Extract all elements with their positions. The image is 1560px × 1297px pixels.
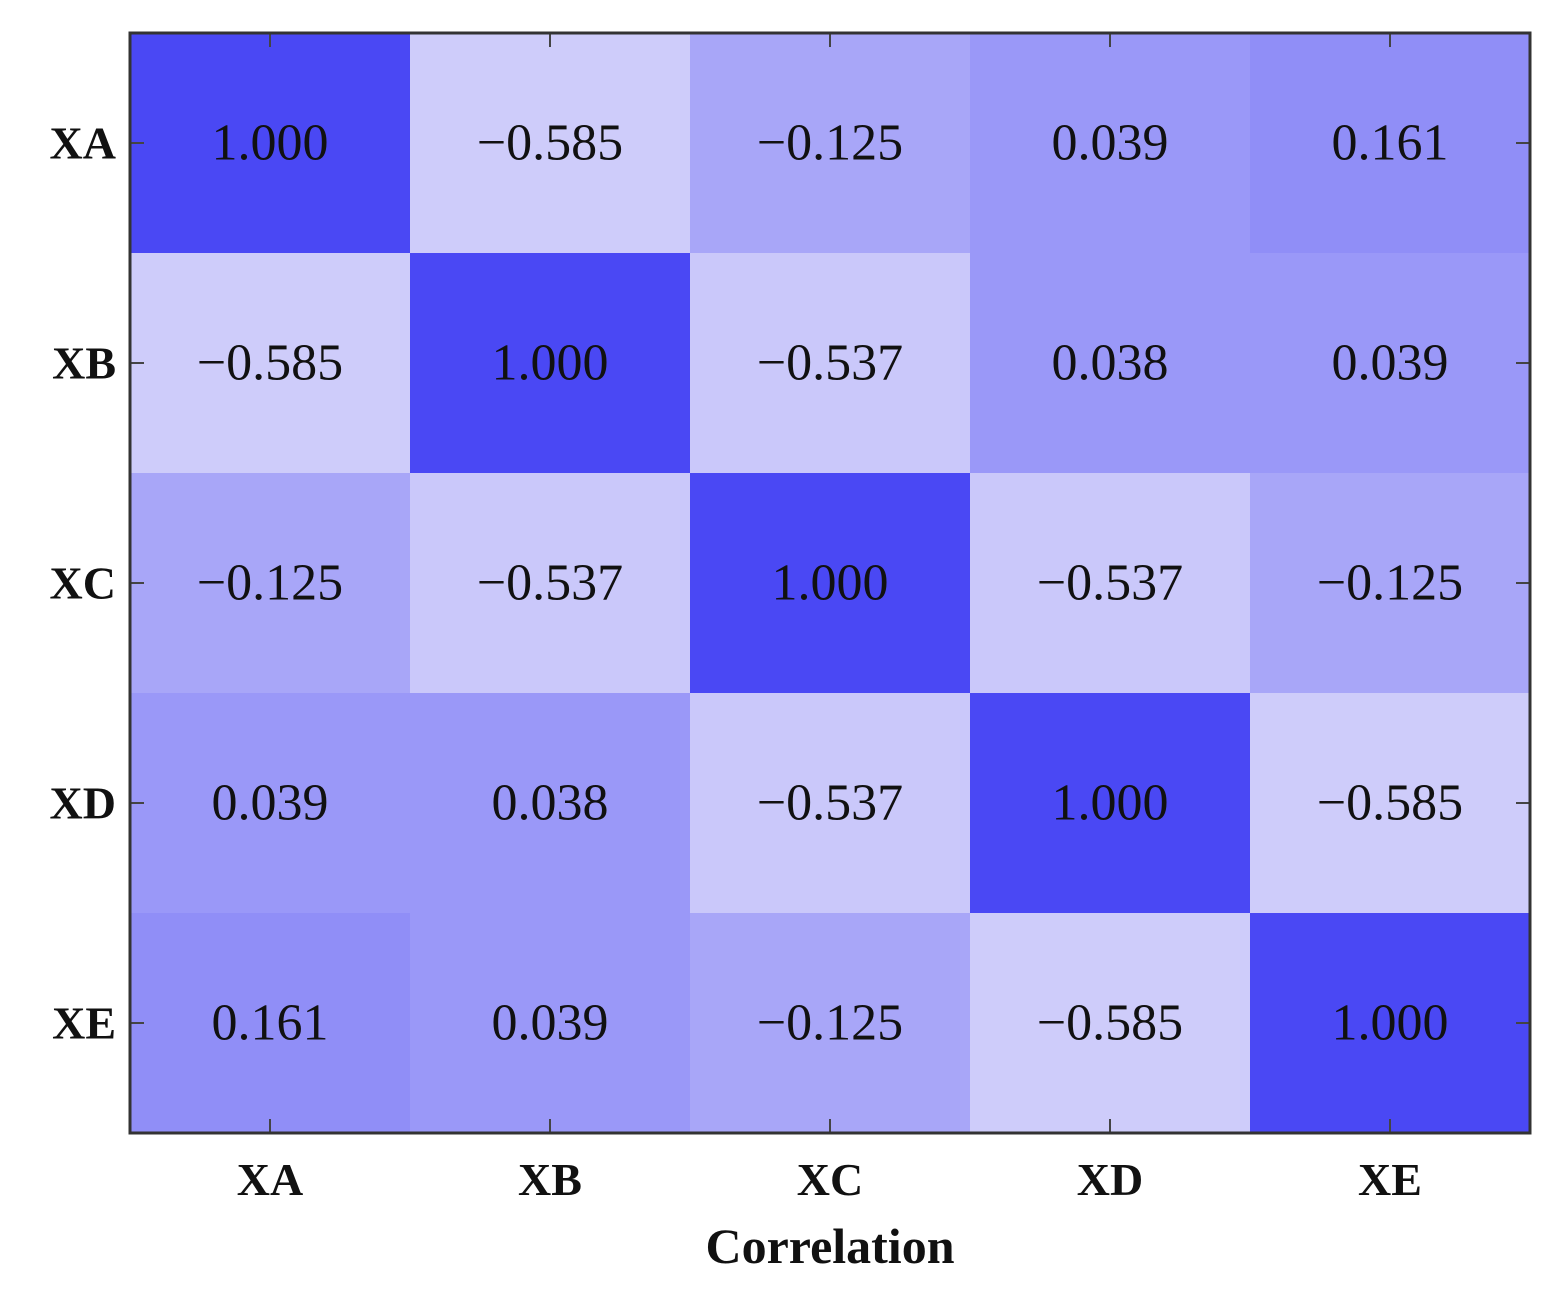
cell-value-xa-xa: 1.000 xyxy=(212,115,329,172)
cell-value-xe-xd: −0.585 xyxy=(1037,995,1183,1052)
x-axis-tick-labels: XA XB XC XD XE xyxy=(237,1154,1422,1205)
heatmap-cell-xe-xd xyxy=(970,913,1251,1134)
heatmap-cell-xb-xa xyxy=(130,253,411,474)
cell-value-xe-xe: 1.000 xyxy=(1332,995,1449,1052)
y-tick-label: XB xyxy=(52,338,116,389)
heatmap-cell-xe-xe xyxy=(1250,913,1531,1134)
cell-value-xd-xe: −0.585 xyxy=(1317,775,1463,832)
cell-value-xb-xe: 0.039 xyxy=(1332,335,1449,392)
heatmap-cell-xd-xb xyxy=(410,693,691,914)
x-tick-label: XD xyxy=(1077,1154,1143,1205)
heatmap-cell-xd-xd xyxy=(970,693,1251,914)
heatmap-cells xyxy=(130,33,1531,1134)
heatmap-cell-xa-xc xyxy=(690,33,971,254)
cell-value-xc-xe: −0.125 xyxy=(1317,555,1463,612)
heatmap-cell-xe-xb xyxy=(410,913,691,1134)
heatmap-cell-xc-xa xyxy=(130,473,411,694)
cell-value-xa-xb: −0.585 xyxy=(477,115,623,172)
heatmap-cell-xd-xa xyxy=(130,693,411,914)
heatmap-cell-xa-xa xyxy=(130,33,411,254)
heatmap-cell-xa-xe xyxy=(1250,33,1531,254)
heatmap-cell-xc-xc xyxy=(690,473,971,694)
heatmap-cell-xd-xe xyxy=(1250,693,1531,914)
cell-value-xa-xe: 0.161 xyxy=(1332,115,1449,172)
cell-value-xd-xd: 1.000 xyxy=(1052,775,1169,832)
heatmap-cell-xb-xd xyxy=(970,253,1251,474)
y-tick-label: XE xyxy=(52,998,116,1049)
x-tick-label: XC xyxy=(797,1154,863,1205)
cell-value-xe-xb: 0.039 xyxy=(492,995,609,1052)
cell-value-xc-xb: −0.537 xyxy=(477,555,623,612)
cell-value-xc-xd: −0.537 xyxy=(1037,555,1183,612)
cell-value-xb-xc: −0.537 xyxy=(757,335,903,392)
heatmap-cell-xc-xe xyxy=(1250,473,1531,694)
cell-value-xe-xa: 0.161 xyxy=(212,995,329,1052)
y-tick-label: XA xyxy=(50,118,116,169)
heatmap-cell-xa-xb xyxy=(410,33,691,254)
heatmap-cell-xc-xd xyxy=(970,473,1251,694)
heatmap-cell-xe-xc xyxy=(690,913,971,1134)
cell-value-xc-xa: −0.125 xyxy=(197,555,343,612)
y-tick-label: XC xyxy=(50,558,116,609)
cell-value-xe-xc: −0.125 xyxy=(757,995,903,1052)
cell-value-xd-xa: 0.039 xyxy=(212,775,329,832)
cell-value-xb-xd: 0.038 xyxy=(1052,335,1169,392)
heatmap-cell-xd-xc xyxy=(690,693,971,914)
heatmap-cell-xb-xb xyxy=(410,253,691,474)
cell-value-xc-xc: 1.000 xyxy=(772,555,889,612)
x-axis-title: Correlation xyxy=(705,1218,954,1274)
heatmap-cell-xe-xa xyxy=(130,913,411,1134)
x-tick-label: XA xyxy=(237,1154,303,1205)
y-axis-tick-labels: XA XB XC XD XE xyxy=(50,118,116,1049)
cell-value-xa-xd: 0.039 xyxy=(1052,115,1169,172)
heatmap-cell-xa-xd xyxy=(970,33,1251,254)
heatmap-value-labels: 1.000 −0.585 −0.125 0.039 0.161 −0.585 1.000 −0… xyxy=(197,115,1463,1052)
cell-value-xb-xb: 1.000 xyxy=(492,335,609,392)
plot-frame xyxy=(128,31,1532,1135)
heatmap-cell-xb-xe xyxy=(1250,253,1531,474)
heatmap-cell-xb-xc xyxy=(690,253,971,474)
y-tick-label: XD xyxy=(50,778,116,829)
cell-value-xd-xc: −0.537 xyxy=(757,775,903,832)
cell-value-xa-xc: −0.125 xyxy=(757,115,903,172)
axis-ticks xyxy=(130,33,1530,1133)
cell-value-xb-xa: −0.585 xyxy=(197,335,343,392)
cell-value-xd-xb: 0.038 xyxy=(492,775,609,832)
heatmap-cell-xc-xb xyxy=(410,473,691,694)
x-tick-label: XE xyxy=(1358,1154,1422,1205)
x-tick-label: XB xyxy=(518,1154,582,1205)
